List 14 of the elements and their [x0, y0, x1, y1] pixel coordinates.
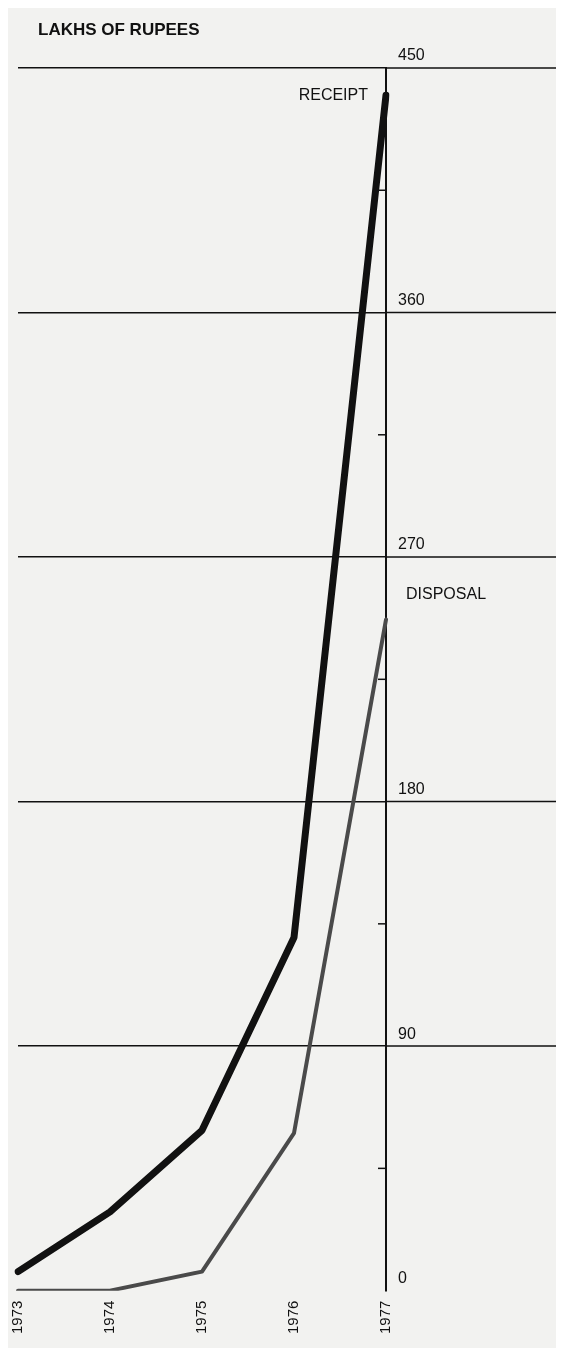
x-tick-label: 1976 — [284, 1300, 302, 1335]
y-tick-label: 180 — [398, 779, 425, 797]
y-tick-label: 90 — [398, 1024, 416, 1042]
x-tick-label: 1973 — [8, 1300, 26, 1335]
x-tick-label: 1975 — [192, 1300, 210, 1335]
y-tick-label: 450 — [398, 46, 425, 64]
x-tick-label: 1974 — [100, 1300, 118, 1335]
series-label: RECEIPT — [298, 85, 369, 103]
y-axis-title: LAKHS OF RUPEES — [38, 19, 200, 39]
x-tick-label: 1977 — [376, 1300, 394, 1335]
y-tick-label: 0 — [398, 1269, 407, 1287]
y-tick-label: 270 — [398, 535, 425, 553]
series-label: DISPOSAL — [406, 584, 487, 602]
y-tick-label: 360 — [398, 290, 425, 308]
